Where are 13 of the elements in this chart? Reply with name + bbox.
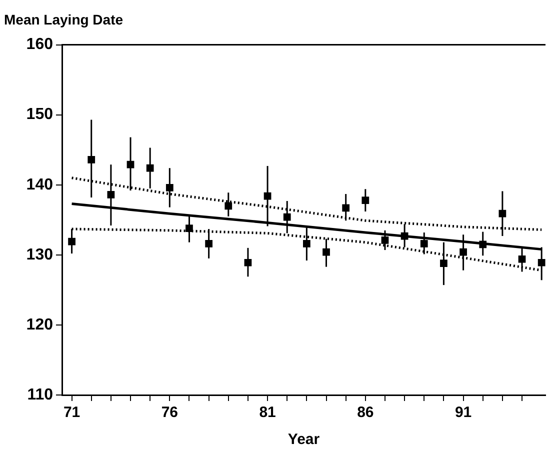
x-axis-title: Year (288, 431, 320, 448)
y-tick-label: 140 (26, 176, 54, 194)
x-tick-label: 81 (259, 404, 276, 422)
x-tick-label: 91 (454, 404, 472, 422)
x-tick-label: 86 (357, 404, 374, 422)
x-tick-label: 76 (161, 404, 178, 422)
chart-title: Mean Laying Date (4, 11, 124, 28)
x-tick-label: 71 (63, 404, 80, 422)
y-tick-label: 160 (26, 36, 54, 54)
y-tick-label: 120 (26, 316, 54, 334)
y-tick-label: 110 (27, 386, 54, 404)
y-tick-label: 150 (26, 106, 54, 124)
y-tick-label: 130 (26, 246, 54, 264)
